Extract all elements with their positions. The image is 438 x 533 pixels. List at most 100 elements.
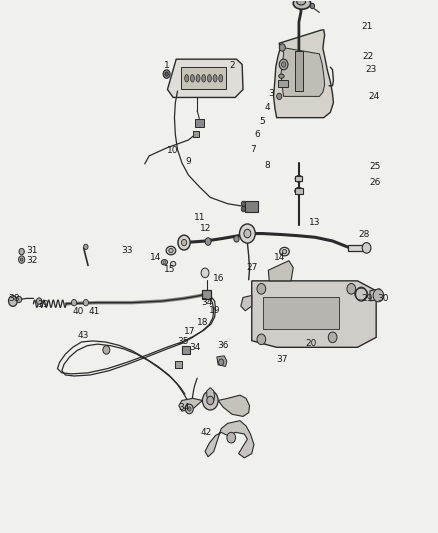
Circle shape (241, 206, 246, 212)
Circle shape (103, 346, 110, 354)
Bar (295, 176, 302, 181)
Circle shape (227, 432, 236, 443)
Text: 21: 21 (362, 22, 373, 31)
Circle shape (373, 289, 384, 302)
Text: 14: 14 (275, 253, 286, 262)
Ellipse shape (213, 75, 217, 82)
Text: 24: 24 (368, 92, 380, 101)
Ellipse shape (196, 75, 200, 82)
Polygon shape (274, 30, 333, 118)
Text: 23: 23 (365, 66, 377, 74)
Circle shape (18, 256, 25, 263)
Polygon shape (268, 261, 293, 281)
Bar (245, 201, 258, 212)
Circle shape (234, 236, 239, 242)
Polygon shape (217, 356, 227, 367)
Ellipse shape (163, 261, 166, 264)
Text: 16: 16 (213, 273, 225, 282)
Text: 43: 43 (77, 331, 88, 340)
Circle shape (20, 258, 23, 261)
Text: 35: 35 (177, 337, 189, 346)
Text: 15: 15 (164, 265, 175, 273)
Text: 41: 41 (89, 307, 100, 316)
Text: 38: 38 (8, 294, 20, 303)
Ellipse shape (293, 0, 311, 9)
Text: 20: 20 (305, 339, 316, 348)
Circle shape (178, 235, 190, 250)
Text: 42: 42 (200, 428, 212, 437)
Text: 32: 32 (26, 256, 38, 264)
Circle shape (310, 3, 314, 9)
Text: 22: 22 (363, 52, 374, 61)
Bar (193, 131, 199, 138)
Circle shape (219, 359, 224, 366)
Polygon shape (218, 395, 250, 416)
Circle shape (163, 70, 170, 78)
Polygon shape (263, 297, 339, 329)
Text: 30: 30 (378, 294, 389, 303)
Ellipse shape (170, 262, 176, 266)
Circle shape (356, 287, 367, 301)
Bar (348, 245, 365, 251)
Circle shape (71, 300, 77, 306)
Text: 28: 28 (358, 230, 370, 239)
Circle shape (328, 332, 337, 343)
Circle shape (187, 407, 191, 411)
Circle shape (241, 201, 246, 206)
Ellipse shape (297, 0, 305, 5)
Text: 2: 2 (229, 61, 235, 70)
Ellipse shape (166, 246, 176, 255)
Ellipse shape (295, 188, 303, 195)
Circle shape (240, 224, 255, 243)
Circle shape (36, 298, 42, 304)
Bar (278, 80, 288, 87)
Text: 3: 3 (268, 89, 274, 98)
Text: 27: 27 (246, 263, 258, 272)
Polygon shape (167, 59, 243, 98)
Polygon shape (252, 281, 376, 348)
Circle shape (202, 391, 218, 410)
Text: 1: 1 (164, 61, 170, 70)
Text: 25: 25 (370, 162, 381, 171)
Circle shape (347, 284, 356, 294)
Ellipse shape (191, 75, 194, 82)
Circle shape (279, 59, 288, 70)
Ellipse shape (169, 248, 173, 253)
Text: 40: 40 (73, 307, 84, 316)
Circle shape (277, 93, 282, 100)
Text: 6: 6 (254, 130, 260, 139)
Circle shape (84, 244, 88, 249)
Text: 17: 17 (184, 327, 195, 336)
Circle shape (362, 243, 371, 253)
Polygon shape (281, 47, 325, 96)
Text: 26: 26 (370, 178, 381, 187)
Circle shape (16, 296, 21, 303)
Circle shape (19, 248, 24, 255)
Text: 14: 14 (150, 253, 161, 262)
Text: 5: 5 (259, 117, 265, 126)
Ellipse shape (202, 75, 206, 82)
Ellipse shape (161, 260, 167, 265)
Text: 12: 12 (200, 224, 212, 233)
Bar (175, 361, 182, 368)
Text: 18: 18 (197, 318, 208, 327)
Ellipse shape (219, 75, 223, 82)
Text: 34: 34 (201, 298, 212, 307)
Polygon shape (207, 387, 215, 400)
Bar (180, 67, 226, 90)
Circle shape (181, 239, 187, 246)
Circle shape (257, 334, 266, 345)
Text: 34: 34 (189, 343, 201, 352)
Circle shape (244, 229, 251, 238)
Text: 7: 7 (250, 145, 256, 154)
Circle shape (257, 284, 266, 294)
Bar (295, 51, 303, 91)
Text: 36: 36 (218, 341, 229, 350)
Circle shape (165, 72, 168, 76)
Circle shape (185, 404, 193, 414)
Text: 34: 34 (178, 403, 190, 412)
Text: 19: 19 (209, 305, 220, 314)
Ellipse shape (208, 75, 212, 82)
Bar (202, 290, 211, 300)
Circle shape (201, 268, 209, 278)
